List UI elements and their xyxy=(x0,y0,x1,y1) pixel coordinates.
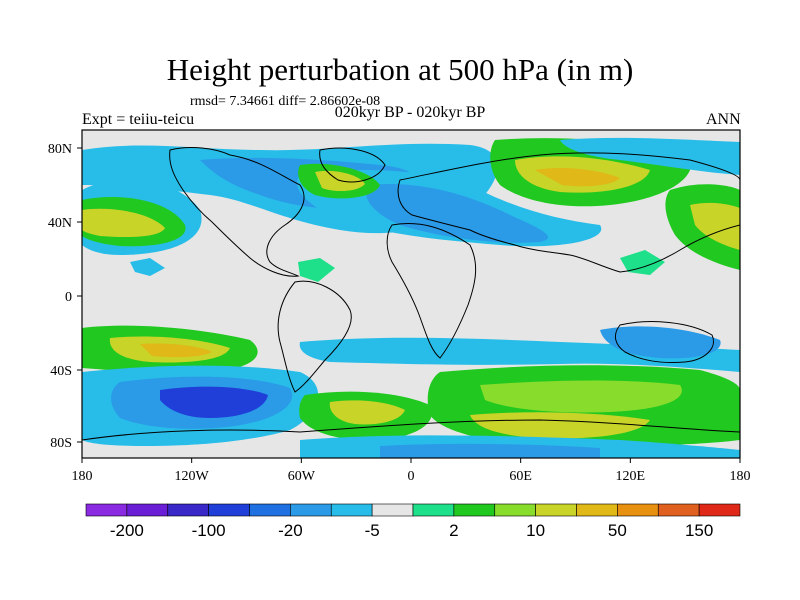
north-pacific-core xyxy=(82,208,165,238)
south-indian-light xyxy=(480,380,682,413)
colorbar-swatch xyxy=(535,503,577,517)
australia-negative xyxy=(600,326,721,359)
colorbar-swatch xyxy=(371,503,414,517)
x-tick-label: 180 xyxy=(72,469,93,484)
stats-label: rmsd= 7.34661 diff= 2.86602e-08 xyxy=(190,94,381,109)
colorbar-label: 50 xyxy=(608,521,627,540)
tropical-patch-caribbean xyxy=(298,258,335,282)
coastline-africa xyxy=(386,223,477,359)
colorbar-swatch xyxy=(657,503,700,517)
axis-ticks: 180 120W 60W 0 60E 120E 180 80N 40N 0 40S 80S xyxy=(48,142,751,484)
coastline-australia xyxy=(614,321,714,363)
coastlines xyxy=(82,147,740,441)
colorbar-label: 10 xyxy=(526,521,545,540)
europe-negative-core xyxy=(366,184,549,243)
colorbar-swatch xyxy=(249,503,291,517)
coastline-greenland xyxy=(319,147,386,183)
colorbar-label: -200 xyxy=(110,521,144,540)
colorbar-label: 2 xyxy=(449,521,458,540)
colorbar-swatch xyxy=(494,503,536,517)
season-label: ANN xyxy=(706,111,741,128)
colorbar-swatch xyxy=(330,503,373,517)
south-atlantic-core xyxy=(329,400,405,425)
y-tick-label: 40N xyxy=(48,216,72,231)
colorbar-label: -5 xyxy=(365,521,380,540)
colorbar-swatch xyxy=(167,503,209,517)
x-tick-label: 0 xyxy=(408,469,415,484)
colorbar-swatch xyxy=(617,503,659,517)
tropical-patch-west-pacific xyxy=(620,250,665,275)
northwest-pacific-core xyxy=(690,202,740,250)
x-tick-label: 120E xyxy=(616,469,646,484)
y-tick-label: 80N xyxy=(48,142,72,157)
colorbar-swatch xyxy=(290,503,332,517)
arctic-east-negative xyxy=(560,137,740,175)
coastline-south-america xyxy=(277,280,352,393)
x-tick-label: 180 xyxy=(730,469,751,484)
x-tick-label: 60E xyxy=(509,469,532,484)
x-tick-label: 120W xyxy=(175,469,210,484)
colorbar-swatch xyxy=(85,503,128,517)
experiment-label: Expt = teiiu-teicu xyxy=(82,111,195,128)
colorbar-swatch xyxy=(698,503,741,517)
colorbar-swatch xyxy=(453,503,496,517)
y-tick-label: 0 xyxy=(65,290,72,305)
map-title: Height perturbation at 500 hPa (in m) xyxy=(166,52,634,87)
colorbar-label: -20 xyxy=(278,521,303,540)
tropical-patch-east-pacific xyxy=(130,258,165,276)
period-label: 020kyr BP - 020kyr BP xyxy=(334,104,486,121)
colorbar: -200 -100 -20 -5 2 10 50 150 xyxy=(85,503,741,540)
coastline-north-america xyxy=(169,147,305,277)
colorbar-swatch xyxy=(412,503,455,517)
colorbar-label: -100 xyxy=(192,521,226,540)
y-tick-label: 80S xyxy=(50,436,72,451)
southern-ocean-negative-core xyxy=(160,386,268,418)
colorbar-swatch xyxy=(126,503,169,517)
colorbar-label: 150 xyxy=(685,521,713,540)
coastline-antarctica xyxy=(82,419,740,441)
south-indian-core xyxy=(470,412,650,439)
field-layer xyxy=(82,130,740,458)
y-tick-label: 40S xyxy=(50,364,72,379)
coastline-eurasia xyxy=(397,152,740,273)
colorbar-swatch xyxy=(208,503,250,517)
south-pacific-inner xyxy=(140,343,212,358)
siberia-inner xyxy=(535,167,620,187)
colorbar-swatch xyxy=(576,503,618,517)
south-pole-negative-core xyxy=(380,443,600,458)
x-tick-label: 60W xyxy=(288,469,316,484)
